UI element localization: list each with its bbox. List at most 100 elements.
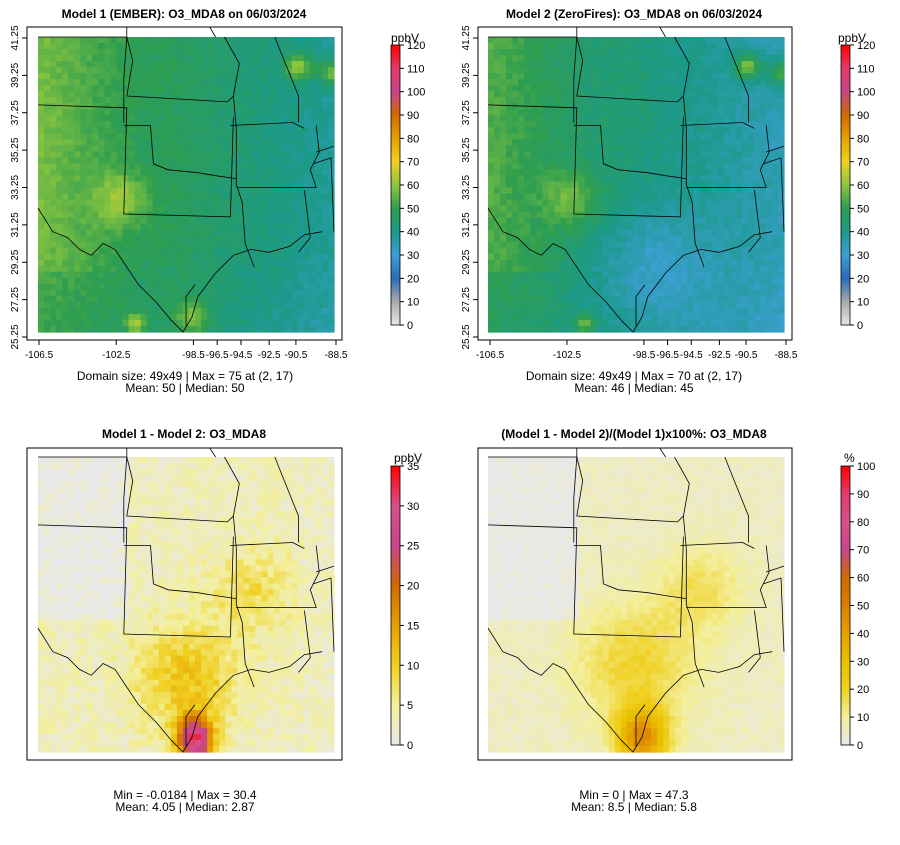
heatmap-cell <box>560 115 567 122</box>
heatmap-cell <box>322 181 329 188</box>
heatmap-cell <box>657 139 664 146</box>
heatmap-cell <box>500 169 507 176</box>
heatmap-cell <box>249 157 256 164</box>
heatmap-cell <box>657 163 664 170</box>
heatmap-cell <box>213 37 220 44</box>
heatmap-cell <box>262 55 269 62</box>
heatmap-cell <box>80 79 87 86</box>
heatmap-cell <box>189 103 196 110</box>
heatmap-cell <box>286 37 293 44</box>
heatmap-cell <box>147 314 154 321</box>
heatmap-cell <box>657 206 664 213</box>
heatmap-cell <box>633 37 640 44</box>
heatmap-cell <box>488 145 495 152</box>
heatmap-cell <box>712 242 719 249</box>
heatmap-cell <box>585 181 592 188</box>
heatmap-cell <box>135 55 142 62</box>
heatmap-cell <box>38 541 45 548</box>
heatmap-cell <box>135 290 142 297</box>
heatmap-cell <box>542 79 549 86</box>
heatmap-cell <box>219 320 226 327</box>
heatmap-cell <box>687 85 694 92</box>
heatmap-cell <box>255 272 262 279</box>
heatmap-cell <box>117 200 124 207</box>
heatmap-cell <box>488 97 495 104</box>
heatmap-cell <box>141 43 148 50</box>
heatmap-cell <box>591 145 598 152</box>
heatmap-cell <box>322 49 329 56</box>
heatmap-cell <box>171 91 178 98</box>
heatmap-cell <box>627 284 634 291</box>
heatmap-cell <box>542 242 549 249</box>
heatmap-cell <box>494 91 501 98</box>
heatmap-cell <box>712 272 719 279</box>
heatmap-cell <box>579 212 586 219</box>
heatmap-cell <box>262 133 269 140</box>
heatmap-cell <box>98 278 105 285</box>
heatmap-cell <box>274 206 281 213</box>
heatmap-cell <box>110 181 117 188</box>
y-tick-label: 25.25 <box>461 324 472 349</box>
heatmap-cell <box>292 314 299 321</box>
heatmap-cell <box>141 169 148 176</box>
heatmap-cell <box>760 91 767 98</box>
heatmap-cell <box>280 218 287 225</box>
heatmap-cell <box>38 127 45 134</box>
heatmap-cell <box>213 91 220 98</box>
heatmap-cell <box>754 302 761 309</box>
heatmap-cell <box>310 61 317 68</box>
heatmap-cell <box>165 91 172 98</box>
heatmap-cell <box>669 103 676 110</box>
heatmap-cell <box>645 278 652 285</box>
heatmap-cell <box>488 181 495 188</box>
heatmap-cell <box>724 175 731 182</box>
heatmap-cell <box>675 224 682 231</box>
heatmap-cell <box>681 290 688 297</box>
heatmap-cell <box>201 254 208 261</box>
heatmap-cell <box>135 308 142 315</box>
heatmap-cell <box>772 151 779 158</box>
heatmap-cell <box>44 127 51 134</box>
heatmap-cell <box>718 314 725 321</box>
heatmap-cell <box>609 200 616 207</box>
heatmap-cell <box>687 272 694 279</box>
heatmap-cell <box>591 115 598 122</box>
heatmap-cell <box>530 67 537 74</box>
heatmap-cell <box>724 200 731 207</box>
y-tick-label: 37.25 <box>461 100 472 125</box>
heatmap-cell <box>225 260 232 267</box>
heatmap-cell <box>603 296 610 303</box>
heatmap-cell <box>249 55 256 62</box>
heatmap-cell <box>669 91 676 98</box>
heatmap-cell <box>322 206 329 213</box>
heatmap-cell <box>316 278 323 285</box>
heatmap-cell <box>591 175 598 182</box>
heatmap-cell <box>104 61 111 68</box>
heatmap-cell <box>663 55 670 62</box>
heatmap-cell <box>243 73 250 80</box>
heatmap-cell <box>712 43 719 50</box>
heatmap-cell <box>62 115 69 122</box>
heatmap-cell <box>286 236 293 243</box>
heatmap-cell <box>286 320 293 327</box>
heatmap-cell <box>494 67 501 74</box>
heatmap-cell <box>724 133 731 140</box>
heatmap-cell <box>74 320 81 327</box>
heatmap-cell <box>68 121 75 128</box>
heatmap-cell <box>213 314 220 321</box>
heatmap-cell <box>748 163 755 170</box>
heatmap-cell <box>165 284 172 291</box>
heatmap-cell <box>603 139 610 146</box>
heatmap-cell <box>651 206 658 213</box>
heatmap-cell <box>147 61 154 68</box>
heatmap-cell <box>201 248 208 255</box>
heatmap-cell <box>669 73 676 80</box>
heatmap-cell <box>316 296 323 303</box>
heatmap-cell <box>736 188 743 195</box>
heatmap-cell <box>292 290 299 297</box>
heatmap-cell <box>530 91 537 98</box>
heatmap-cell <box>44 260 51 267</box>
heatmap-cell <box>286 157 293 164</box>
heatmap-cell <box>530 200 537 207</box>
heatmap-cell <box>748 194 755 201</box>
